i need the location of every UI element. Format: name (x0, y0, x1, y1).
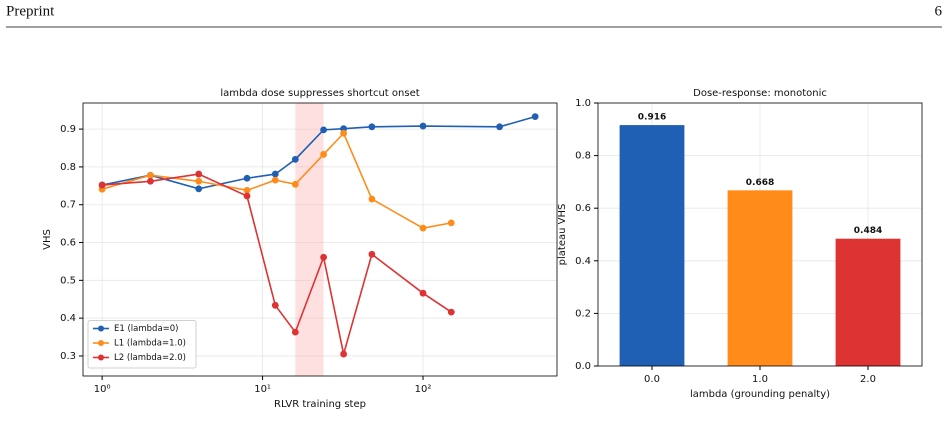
data-point (243, 192, 251, 200)
legend-label: L1 (lambda=1.0) (114, 339, 186, 349)
y-tick-label: 0.0 (575, 361, 591, 372)
data-point (419, 289, 427, 297)
legend-marker (98, 325, 104, 332)
y-tick-label: 0.8 (575, 151, 591, 162)
plot-frame (597, 102, 923, 367)
data-point (271, 170, 279, 178)
data-point (291, 180, 299, 188)
legend-marker (98, 354, 104, 361)
bar (619, 125, 685, 366)
data-point (147, 171, 154, 179)
legend-box (87, 320, 197, 369)
chart-title: lambda dose suppresses shortcut onset (220, 88, 419, 99)
value-label: 0.916 (638, 113, 666, 123)
x-tick-label: 2.0 (860, 374, 876, 385)
data-point (243, 186, 251, 194)
data-point (447, 219, 455, 227)
page-number: 6 (935, 3, 943, 19)
y-tick-label: 0.4 (575, 256, 591, 267)
y-tick-label: 0.6 (60, 238, 76, 249)
x-tick-label: 10¹ (254, 384, 271, 395)
data-point (419, 122, 427, 130)
x-axis-label: RLVR training step (274, 399, 366, 410)
plot-frame (82, 102, 558, 377)
y-axis-label: plateau VHS (557, 204, 568, 266)
legend-label: L2 (lambda=2.0) (114, 353, 186, 363)
y-axis-label: VHS (42, 229, 53, 250)
data-point (147, 177, 154, 185)
shaded-region (295, 103, 324, 376)
bar (835, 238, 901, 366)
data-point (195, 170, 203, 178)
chart-title: Dose-response: monotonic (693, 88, 827, 99)
data-point (447, 308, 455, 316)
data-point (291, 155, 299, 163)
header-title: Preprint (6, 3, 55, 19)
x-tick-label: 10² (415, 384, 432, 395)
data-point (320, 126, 327, 134)
x-tick-label: 1.0 (752, 374, 768, 385)
data-point (368, 123, 376, 131)
data-point (271, 301, 279, 309)
value-label: 0.668 (746, 178, 774, 188)
data-point (496, 123, 503, 131)
data-point (368, 195, 376, 203)
legend-marker (98, 340, 104, 346)
data-point (98, 181, 106, 189)
y-tick-label: 0.4 (60, 313, 76, 324)
series-line (101, 115, 536, 190)
data-point (195, 177, 203, 185)
data-point (320, 253, 327, 261)
bar (727, 190, 793, 366)
value-label: 0.484 (854, 226, 882, 236)
y-tick-label: 0.8 (60, 162, 76, 173)
data-point (340, 129, 348, 137)
x-tick-label: 0.0 (644, 374, 660, 385)
data-point (340, 350, 348, 358)
data-point (419, 224, 427, 232)
y-tick-label: 0.3 (60, 351, 76, 362)
y-tick-label: 0.6 (575, 203, 591, 214)
data-point (243, 174, 251, 182)
y-tick-label: 0.5 (60, 275, 76, 286)
y-tick-label: 0.2 (575, 308, 591, 319)
y-tick-label: 1.0 (575, 98, 591, 109)
data-point (320, 151, 327, 158)
y-tick-label: 0.7 (60, 200, 76, 211)
data-point (271, 176, 279, 184)
x-axis-label: lambda (grounding penalty) (690, 389, 830, 400)
data-point (291, 328, 299, 336)
data-point (531, 113, 539, 121)
data-point (195, 185, 203, 193)
legend-label: E1 (lambda=0) (114, 324, 179, 334)
y-tick-label: 0.9 (60, 124, 76, 135)
x-tick-label: 10⁰ (94, 384, 111, 395)
data-point (368, 250, 376, 258)
